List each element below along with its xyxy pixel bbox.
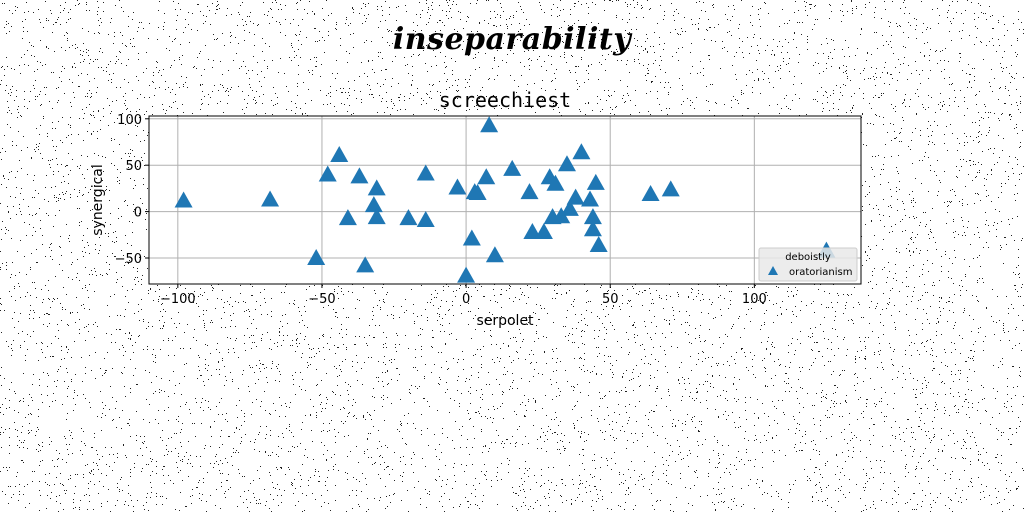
data-point-23 — [520, 183, 539, 200]
legend: deboistly oratorianism — [758, 247, 858, 282]
data-point-2 — [307, 249, 326, 266]
data-point-12 — [416, 164, 435, 181]
data-point-10 — [367, 208, 386, 225]
y-axis-ticks: −50 0 50 100 — [115, 113, 149, 267]
x-tick-label-3: 50 — [602, 292, 619, 307]
grid-lines — [149, 116, 861, 284]
data-point-9 — [367, 179, 386, 196]
data-point-36 — [583, 220, 602, 237]
plot-frame — [148, 115, 862, 285]
data-point-40 — [661, 180, 680, 197]
data-point-32 — [566, 188, 585, 205]
data-point-6 — [350, 167, 369, 184]
figure-suptitle: inseparability — [392, 22, 632, 57]
data-point-20 — [480, 116, 499, 133]
data-point-21 — [485, 246, 504, 263]
y-tick-label-1: 0 — [134, 206, 142, 221]
data-point-24 — [523, 223, 542, 240]
y-tick-label-3: 100 — [117, 113, 142, 128]
data-points — [174, 116, 836, 283]
data-point-30 — [557, 155, 576, 172]
data-point-33 — [572, 143, 591, 160]
x-tick-label-4: 100 — [742, 292, 767, 307]
legend-title: deboistly — [785, 252, 831, 263]
legend-entry-label: oratorianism — [789, 267, 852, 278]
data-point-25 — [534, 223, 553, 240]
x-tick-label-0: −100 — [160, 292, 196, 307]
x-axis-label: serpolet — [476, 313, 534, 329]
data-point-7 — [356, 256, 375, 273]
data-point-18 — [468, 184, 487, 201]
data-point-0 — [174, 191, 193, 208]
legend-box — [758, 247, 858, 282]
data-point-14 — [448, 178, 467, 195]
x-axis-ticks: −100 −50 0 50 100 — [160, 284, 767, 307]
y-tick-label-0: −50 — [115, 252, 142, 267]
data-point-28 — [546, 174, 565, 191]
data-point-4 — [330, 145, 349, 162]
data-point-8 — [364, 196, 383, 213]
data-point-13 — [416, 210, 435, 227]
data-point-1 — [261, 190, 280, 207]
chart-title: screechiest — [439, 88, 571, 112]
data-point-35 — [583, 208, 602, 225]
data-point-34 — [581, 190, 600, 207]
data-point-16 — [462, 229, 481, 246]
data-point-15 — [457, 266, 476, 283]
data-point-3 — [318, 165, 337, 182]
data-point-37 — [586, 173, 605, 190]
legend-marker-triangle-icon — [768, 266, 778, 275]
x-tick-label-1: −50 — [308, 292, 335, 307]
x-tick-label-2: 0 — [462, 292, 470, 307]
y-axis-label: synergical — [90, 164, 106, 236]
data-point-19 — [477, 168, 496, 185]
data-point-11 — [399, 209, 418, 226]
data-point-31 — [560, 199, 579, 216]
data-point-5 — [338, 209, 357, 226]
data-point-39 — [641, 184, 660, 201]
y-tick-label-2: 50 — [125, 159, 142, 174]
data-point-38 — [589, 236, 608, 253]
data-point-22 — [503, 159, 522, 176]
